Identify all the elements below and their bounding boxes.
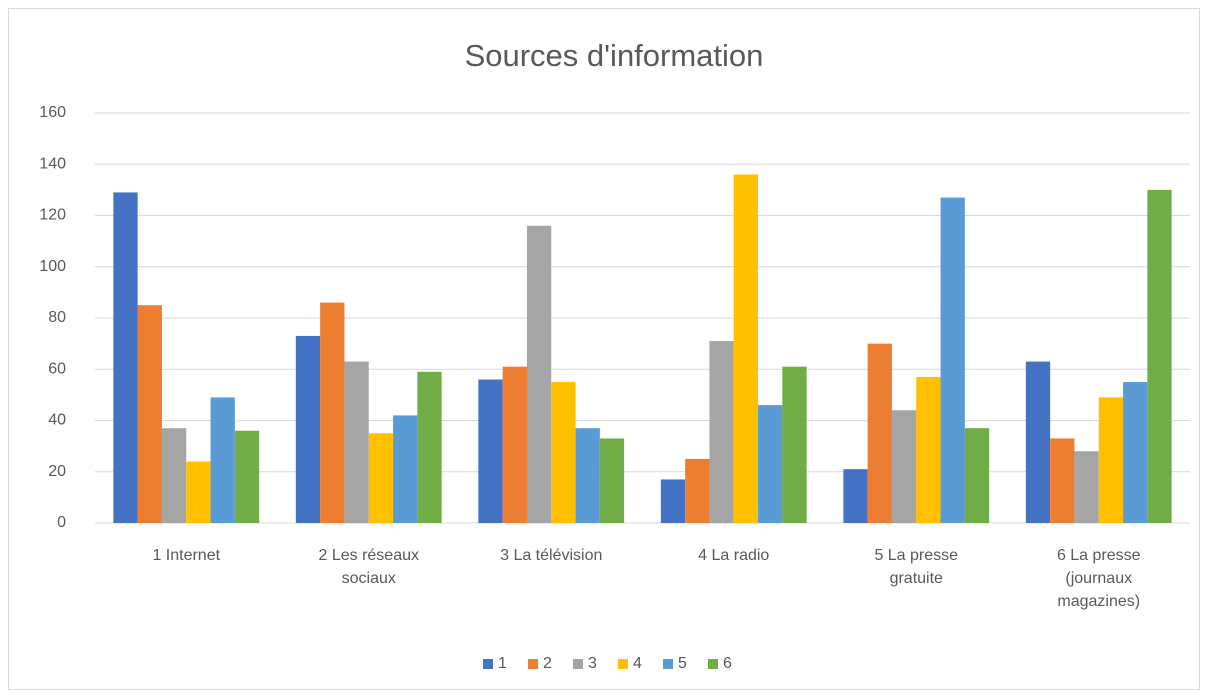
bar — [368, 433, 394, 523]
chart-frame — [8, 8, 1200, 690]
bar — [916, 376, 941, 523]
legend-swatch — [528, 659, 538, 669]
y-tick-label: 160 — [39, 104, 66, 121]
y-tick-label: 120 — [39, 207, 66, 224]
bar — [1025, 361, 1051, 523]
legend-label: 6 — [723, 655, 732, 672]
bar — [660, 479, 686, 523]
bar — [685, 458, 710, 523]
legend-label: 5 — [678, 655, 687, 672]
bar — [575, 428, 600, 523]
legend-swatch — [483, 659, 493, 669]
bar — [161, 428, 187, 523]
bar — [502, 366, 527, 523]
bar — [964, 428, 990, 523]
bar — [417, 371, 442, 523]
x-tick-label: 4 La radio — [698, 547, 770, 564]
legend-swatch — [618, 659, 628, 669]
bar — [344, 361, 369, 523]
y-tick-label: 100 — [39, 258, 66, 275]
bar — [1074, 451, 1099, 523]
y-tick-label: 140 — [39, 155, 66, 172]
bar — [1098, 397, 1124, 523]
y-tick-label: 0 — [57, 514, 66, 531]
bar — [867, 343, 892, 523]
y-tick-label: 20 — [48, 463, 66, 480]
legend-label: 2 — [543, 655, 552, 672]
bar — [758, 405, 783, 523]
bar — [113, 192, 138, 523]
bar — [782, 366, 807, 523]
legend-label: 1 — [498, 655, 507, 672]
bar — [186, 461, 211, 523]
bar — [393, 415, 418, 523]
bar — [295, 335, 321, 523]
bar — [1123, 382, 1148, 523]
bar — [526, 225, 552, 523]
legend-swatch — [663, 659, 673, 669]
y-tick-label: 40 — [48, 412, 66, 429]
x-tick-label: 1 Internet — [152, 547, 221, 564]
bar — [234, 430, 260, 523]
bar — [478, 379, 503, 523]
y-tick-label: 60 — [48, 360, 66, 377]
bar — [320, 302, 345, 523]
bar — [210, 397, 235, 523]
legend-swatch — [708, 659, 718, 669]
bar — [843, 469, 868, 523]
bar — [940, 197, 965, 523]
bar — [733, 174, 759, 523]
y-tick-label: 80 — [48, 309, 66, 326]
bar — [709, 341, 734, 523]
bar — [891, 410, 917, 523]
bar — [1050, 438, 1075, 523]
bar — [551, 382, 576, 523]
bar — [137, 305, 162, 523]
legend-label: 4 — [633, 655, 642, 672]
chart-title: Sources d'information — [465, 38, 764, 73]
legend-swatch — [573, 659, 583, 669]
x-tick-label: 2 Les réseaux sociaux — [318, 547, 419, 587]
legend-label: 3 — [588, 655, 597, 672]
bar — [1147, 189, 1172, 523]
x-tick-label: 5 La presse gratuite — [874, 547, 959, 587]
x-tick-label: 6 La presse (journaux magazines) — [1056, 547, 1141, 610]
bar — [599, 438, 625, 523]
x-tick-label: 3 La télévision — [500, 547, 603, 564]
